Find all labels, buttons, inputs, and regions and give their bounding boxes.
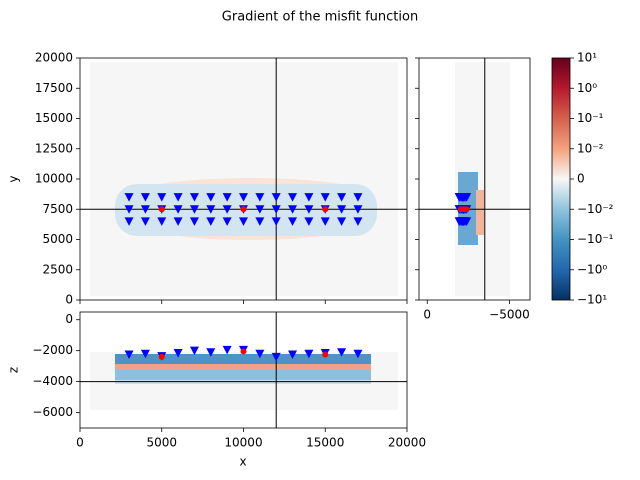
source-marker bbox=[322, 206, 329, 213]
receiver-marker bbox=[304, 193, 314, 202]
receiver-marker bbox=[458, 193, 468, 202]
receiver-marker bbox=[173, 217, 183, 226]
receiver-marker bbox=[255, 205, 265, 214]
colorbar-tick-label: 10⁻¹ bbox=[577, 111, 604, 125]
colorbar-tick-label: 10⁻² bbox=[577, 141, 604, 155]
y-tick-label: −2000 bbox=[32, 343, 73, 357]
y-tick-label: 0 bbox=[65, 312, 73, 326]
y-tick-label: −6000 bbox=[32, 405, 73, 419]
receiver-marker bbox=[124, 217, 134, 226]
receiver-marker bbox=[222, 217, 232, 226]
receiver-marker bbox=[189, 193, 199, 202]
receiver-marker bbox=[271, 205, 281, 214]
figure-title: Gradient of the misfit function bbox=[222, 10, 418, 25]
source-marker bbox=[240, 348, 247, 355]
colorbar-tick-label: −10⁻¹ bbox=[577, 232, 614, 246]
receiver-marker bbox=[304, 205, 314, 214]
receiver-marker bbox=[189, 217, 199, 226]
receiver-marker bbox=[255, 349, 265, 359]
receiver-marker bbox=[140, 349, 150, 359]
receiver-marker bbox=[337, 205, 347, 214]
receiver-marker bbox=[458, 217, 468, 226]
x-tick-label: 0 bbox=[423, 308, 431, 322]
receiver-marker bbox=[124, 193, 134, 202]
receiver-marker bbox=[320, 193, 330, 202]
source-marker bbox=[158, 206, 165, 213]
y-tick-label: 10000 bbox=[35, 172, 73, 186]
receiver-marker bbox=[255, 193, 265, 202]
receiver-marker bbox=[140, 217, 150, 226]
receiver-marker bbox=[189, 346, 199, 356]
colorbar-tick-label: −10⁻² bbox=[577, 202, 614, 216]
receiver-marker bbox=[206, 348, 216, 357]
receiver-marker bbox=[124, 205, 134, 214]
source-marker bbox=[322, 351, 329, 358]
colorbar-tick-label: 0 bbox=[577, 172, 585, 186]
colorbar-tick-label: 10⁰ bbox=[577, 81, 597, 95]
x-tick-label: 20000 bbox=[388, 436, 426, 450]
receiver-marker bbox=[353, 193, 363, 202]
z-axis-label: z bbox=[7, 367, 21, 373]
y-tick-label: 0 bbox=[65, 293, 73, 307]
colorbar-tick-label: −10¹ bbox=[577, 293, 607, 307]
x-axis-label: x bbox=[239, 455, 246, 469]
source-marker bbox=[461, 206, 468, 213]
receiver-marker bbox=[288, 193, 298, 202]
receiver-marker bbox=[140, 205, 150, 214]
receiver-marker bbox=[206, 217, 216, 226]
receiver-marker bbox=[173, 205, 183, 214]
receiver-marker bbox=[255, 217, 265, 226]
receiver-marker bbox=[206, 193, 216, 202]
x-tick-label: 10000 bbox=[224, 436, 262, 450]
receiver-marker bbox=[271, 217, 281, 226]
receiver-marker bbox=[353, 205, 363, 214]
receiver-marker bbox=[337, 217, 347, 226]
receiver-marker bbox=[222, 205, 232, 214]
receiver-marker bbox=[288, 350, 298, 360]
receiver-marker bbox=[173, 348, 183, 358]
receiver-marker bbox=[157, 193, 167, 202]
receiver-marker bbox=[124, 350, 134, 360]
receiver-marker bbox=[288, 205, 298, 214]
receiver-marker bbox=[206, 205, 216, 214]
receiver-marker bbox=[353, 217, 363, 226]
x-tick-label: 0 bbox=[76, 436, 84, 450]
x-tick-label: 15000 bbox=[306, 436, 344, 450]
source-marker bbox=[240, 206, 247, 213]
y-tick-label: 2500 bbox=[42, 262, 73, 276]
y-tick-label: 15000 bbox=[35, 111, 73, 125]
y-tick-label: 7500 bbox=[42, 202, 73, 216]
x-tick-label: 5000 bbox=[146, 436, 177, 450]
receiver-marker bbox=[304, 349, 314, 359]
source-marker bbox=[158, 353, 165, 360]
y-axis-label: y bbox=[7, 175, 21, 182]
receiver-marker bbox=[222, 193, 232, 202]
receiver-marker bbox=[353, 349, 363, 359]
y-tick-label: 20000 bbox=[35, 51, 73, 65]
colorbar-tick-label: −10⁰ bbox=[577, 262, 607, 276]
receiver-marker bbox=[320, 217, 330, 226]
receiver-marker bbox=[337, 193, 347, 202]
receiver-marker bbox=[239, 193, 248, 202]
receiver-marker bbox=[288, 217, 298, 226]
y-tick-label: −4000 bbox=[32, 374, 73, 388]
x-tick-label: −5000 bbox=[489, 308, 530, 322]
receiver-marker bbox=[304, 217, 314, 226]
receiver-marker bbox=[271, 193, 281, 202]
colorbar-tick-label: 10¹ bbox=[577, 51, 597, 65]
receiver-marker bbox=[271, 352, 281, 362]
receiver-marker bbox=[140, 193, 150, 202]
receiver-marker bbox=[222, 345, 232, 355]
receiver-marker bbox=[189, 205, 199, 214]
y-tick-label: 12500 bbox=[35, 141, 73, 155]
receiver-marker bbox=[157, 217, 167, 226]
y-tick-label: 17500 bbox=[35, 81, 73, 95]
receiver-marker bbox=[337, 348, 347, 357]
y-tick-label: 5000 bbox=[42, 232, 73, 246]
receiver-marker bbox=[239, 217, 248, 226]
receiver-marker bbox=[173, 193, 183, 202]
